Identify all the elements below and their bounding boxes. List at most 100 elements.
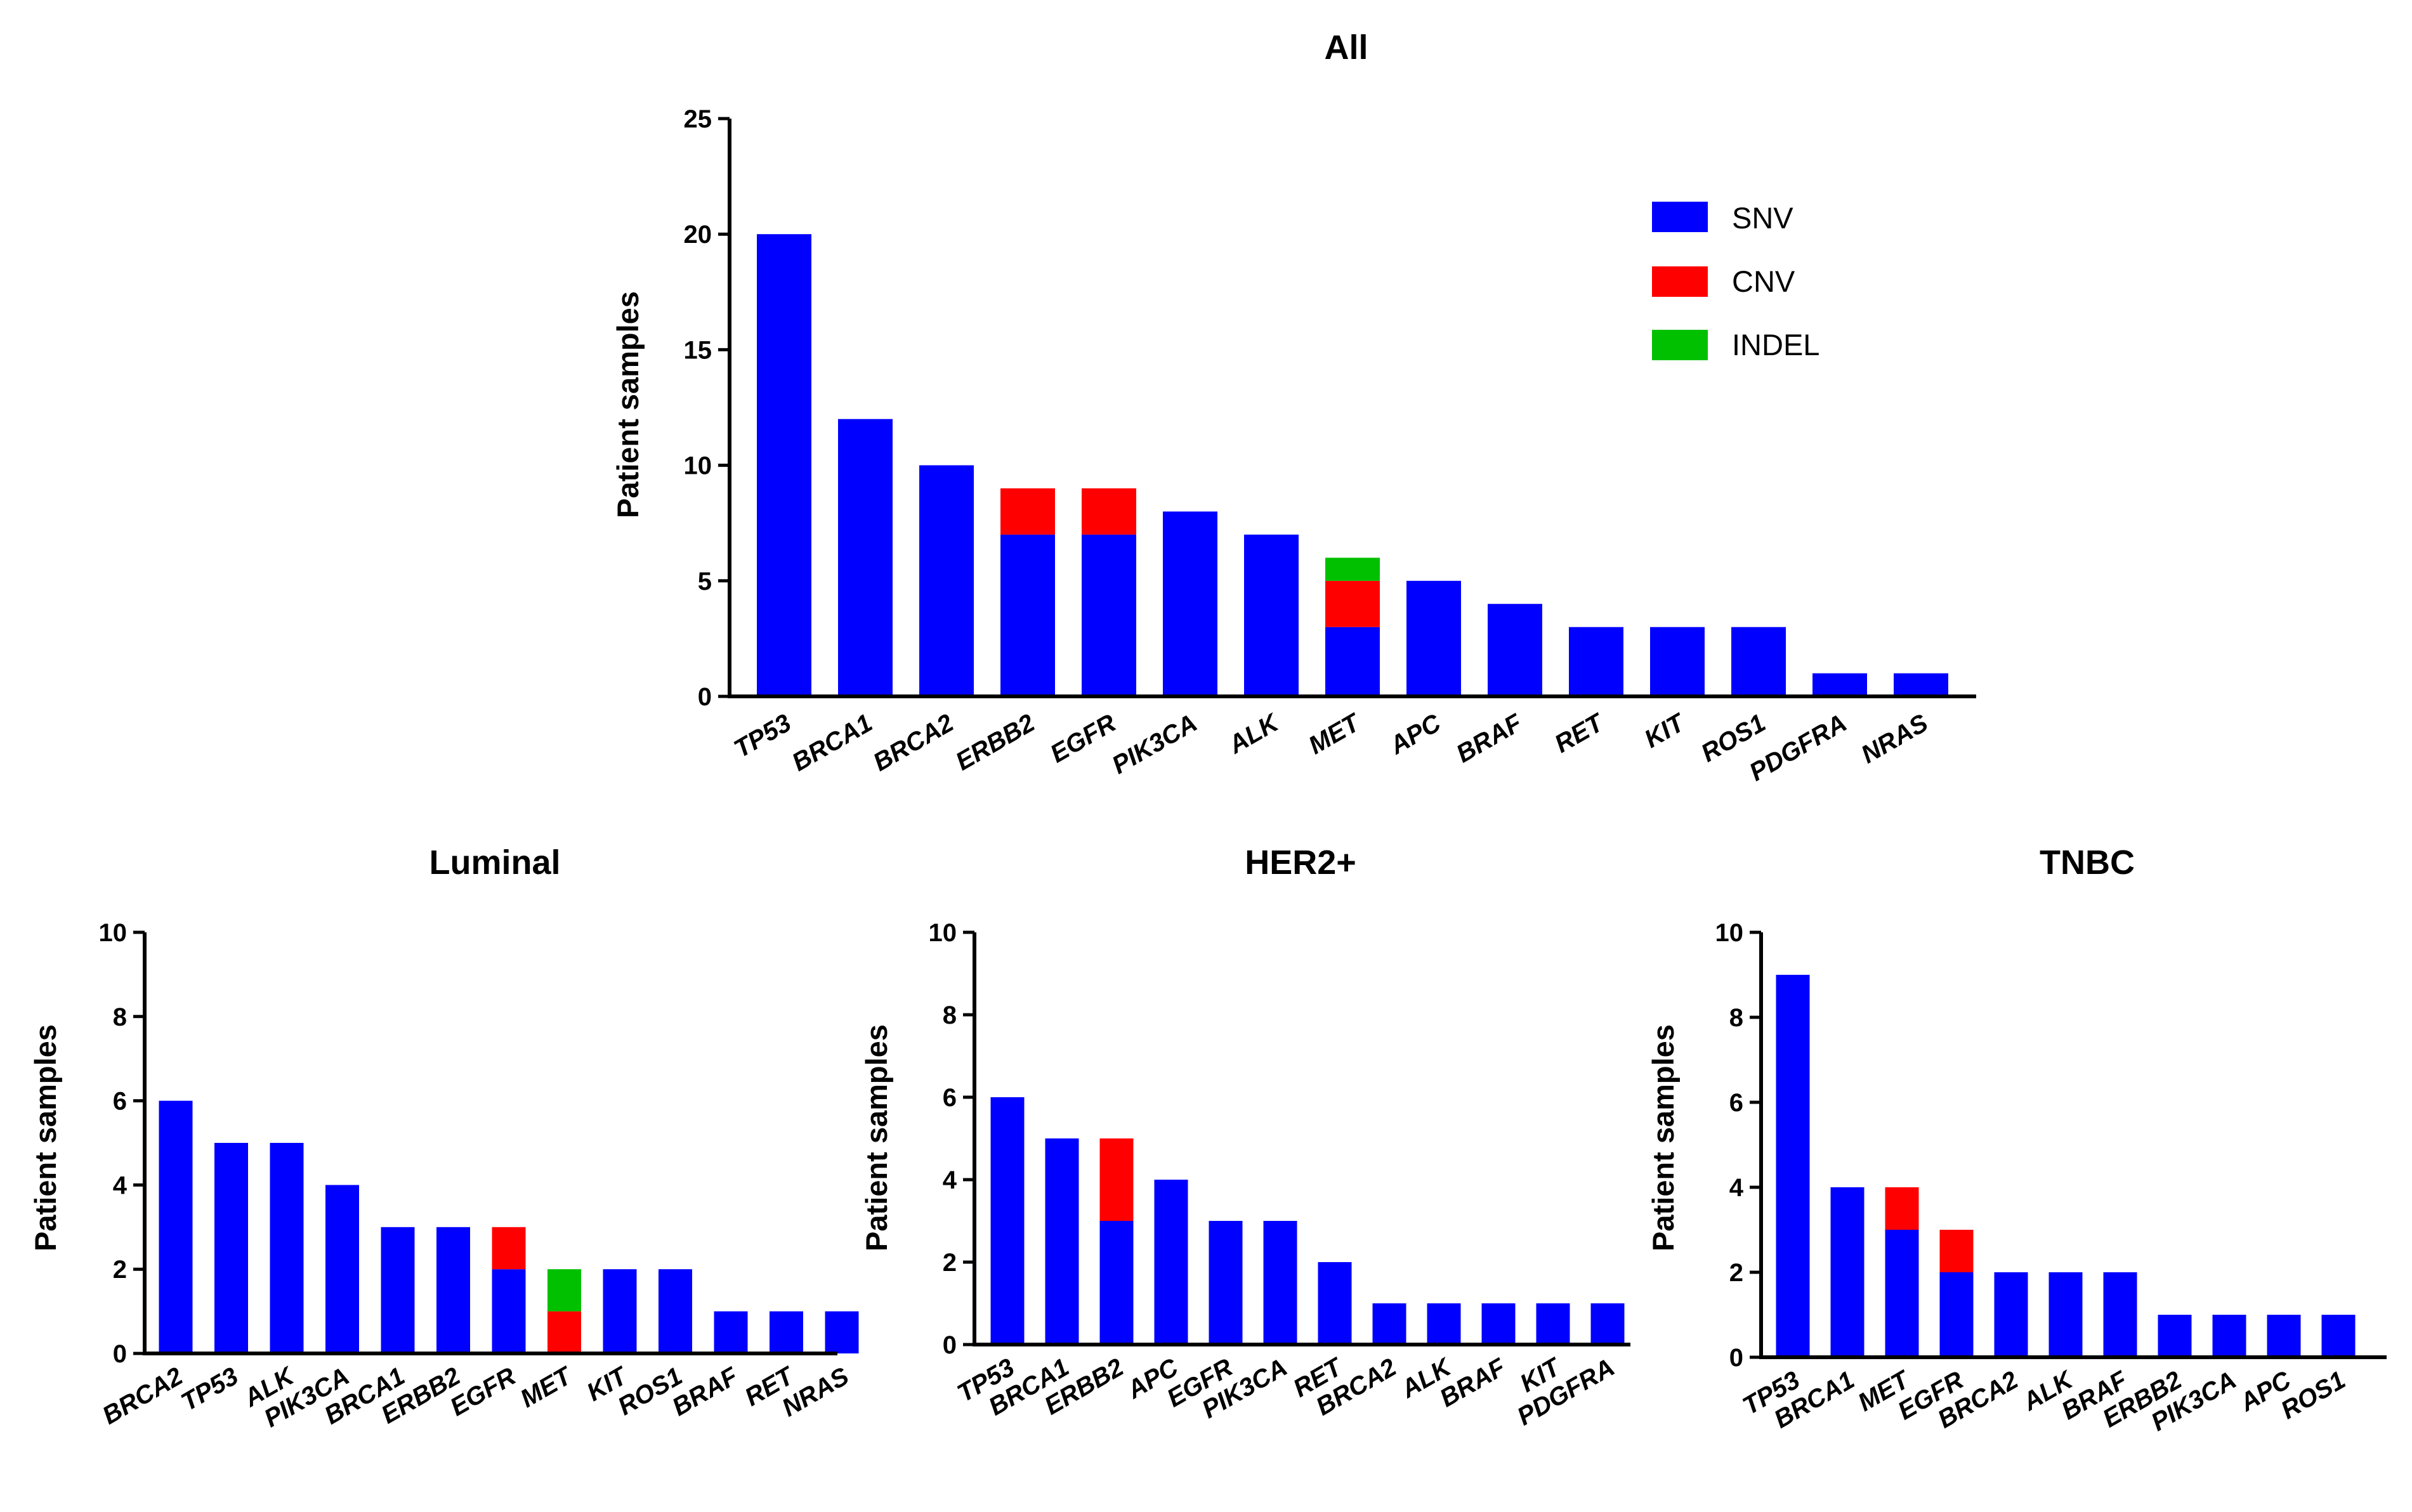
legend-item-snv: SNV <box>1652 201 1793 235</box>
bar-erbb2-snv <box>1000 534 1055 696</box>
y-tick-label: 8 <box>1729 1004 1743 1032</box>
bar-met-indel <box>547 1269 581 1312</box>
bar-pik3ca-snv <box>325 1185 359 1353</box>
bar-ret-snv <box>1318 1262 1352 1345</box>
bar-kit-snv <box>1536 1303 1570 1345</box>
bar-tp53-snv <box>1776 975 1810 1357</box>
y-tick-label: 0 <box>943 1331 957 1359</box>
bar-apc-snv <box>1154 1180 1188 1345</box>
bar-braf-snv <box>1481 1303 1516 1345</box>
bar-egfr-snv <box>492 1269 526 1353</box>
bar-brca1-snv <box>1045 1138 1079 1345</box>
bar-egfr-snv <box>1209 1221 1243 1345</box>
bar-egfr-cnv <box>1939 1230 1974 1272</box>
bar-ret-snv <box>770 1311 803 1353</box>
y-axis-label: Patient samples <box>29 1024 62 1251</box>
y-axis-label: Patient samples <box>1646 1024 1680 1251</box>
bar-tp53-snv <box>214 1143 248 1353</box>
bar-brca2-snv <box>1372 1303 1406 1345</box>
bar-alk-snv <box>2048 1272 2083 1357</box>
bar-egfr-cnv <box>492 1227 526 1270</box>
bar-apc-snv <box>1406 580 1461 696</box>
chart-title: HER2+ <box>1245 844 1356 882</box>
y-tick-label: 8 <box>113 1003 127 1031</box>
bar-nras-snv <box>825 1311 859 1353</box>
y-tick-label: 0 <box>698 683 712 711</box>
y-tick-label: 10 <box>929 919 957 947</box>
bar-braf-snv <box>1488 604 1542 696</box>
y-tick-label: 10 <box>1715 919 1744 947</box>
bar-alk-snv <box>270 1143 304 1353</box>
y-tick-label: 20 <box>684 221 712 249</box>
bar-ret-snv <box>1569 627 1623 696</box>
bar-met-cnv <box>1325 580 1380 627</box>
chart-title: Luminal <box>429 844 560 882</box>
bar-braf-snv <box>714 1311 748 1353</box>
y-tick-label: 8 <box>943 1001 957 1029</box>
bar-egfr-snv <box>1939 1272 1974 1357</box>
legend-swatch-cnv <box>1652 266 1708 297</box>
bar-pik3ca-snv <box>1163 511 1217 696</box>
y-tick-label: 2 <box>113 1256 127 1284</box>
y-axis-label: Patient samples <box>611 291 645 518</box>
bar-brca2-snv <box>159 1100 193 1353</box>
bar-met-indel <box>1325 557 1380 581</box>
legend-label-indel: INDEL <box>1732 328 1819 362</box>
chart-title: TNBC <box>2040 844 2135 882</box>
bar-tp53-snv <box>990 1097 1025 1345</box>
bar-kit-snv <box>603 1269 637 1353</box>
bar-egfr-cnv <box>1082 488 1136 535</box>
bar-brca1-snv <box>838 419 893 696</box>
bar-pik3ca-snv <box>2212 1315 2246 1357</box>
bar-met-snv <box>1885 1230 1919 1357</box>
y-tick-label: 15 <box>684 336 712 364</box>
bar-brca1-snv <box>1830 1187 1865 1357</box>
y-tick-label: 4 <box>1729 1174 1744 1202</box>
bar-erbb2-snv <box>2158 1315 2192 1357</box>
y-tick-label: 4 <box>943 1166 957 1194</box>
bar-ros1-snv <box>659 1269 692 1353</box>
bar-nras-snv <box>1894 673 1948 696</box>
bar-alk-snv <box>1427 1303 1461 1345</box>
bar-alk-snv <box>1244 534 1299 696</box>
y-tick-label: 10 <box>99 919 128 947</box>
bar-met-cnv <box>547 1311 581 1353</box>
bar-erbb2-snv <box>1099 1221 1134 1345</box>
y-tick-label: 6 <box>1729 1089 1743 1117</box>
y-tick-label: 10 <box>684 452 712 480</box>
legend-label-snv: SNV <box>1732 201 1793 235</box>
bar-brca2-snv <box>1994 1272 2028 1357</box>
bar-ros1-snv <box>2321 1315 2356 1357</box>
y-tick-label: 6 <box>113 1088 127 1116</box>
chart-title: All <box>1324 29 1368 67</box>
bar-pik3ca-snv <box>1263 1221 1297 1345</box>
legend: SNV CNV INDEL <box>1652 201 1819 362</box>
bar-met-snv <box>1325 627 1380 696</box>
bar-pdgfra-snv <box>1812 673 1867 696</box>
legend-label-cnv: CNV <box>1732 264 1795 298</box>
bar-tp53-snv <box>757 234 811 696</box>
bar-braf-snv <box>2103 1272 2137 1357</box>
y-tick-label: 25 <box>684 105 712 133</box>
bar-erbb2-cnv <box>1099 1138 1134 1221</box>
bar-erbb2-snv <box>436 1227 470 1353</box>
y-tick-label: 6 <box>943 1084 957 1112</box>
bar-ros1-snv <box>1731 627 1786 696</box>
legend-item-cnv: CNV <box>1652 264 1795 298</box>
bar-brca1-snv <box>381 1227 415 1353</box>
y-tick-label: 2 <box>943 1249 957 1277</box>
y-tick-label: 4 <box>113 1171 128 1199</box>
bar-egfr-snv <box>1082 534 1136 696</box>
bar-kit-snv <box>1650 627 1705 696</box>
y-tick-label: 0 <box>1729 1344 1743 1372</box>
legend-item-indel: INDEL <box>1652 328 1819 362</box>
y-tick-label: 5 <box>698 568 712 596</box>
bar-erbb2-cnv <box>1000 488 1055 535</box>
bar-apc-snv <box>2267 1315 2301 1357</box>
y-tick-label: 0 <box>113 1340 127 1368</box>
legend-swatch-indel <box>1652 330 1708 360</box>
legend-swatch-snv <box>1652 202 1708 232</box>
bar-met-cnv <box>1885 1187 1919 1230</box>
y-tick-label: 2 <box>1729 1259 1743 1287</box>
